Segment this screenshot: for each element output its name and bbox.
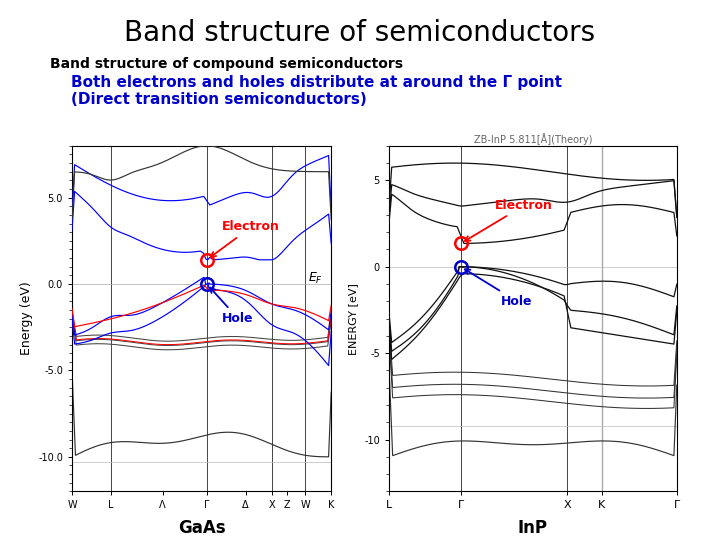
X-axis label: GaAs: GaAs — [178, 519, 225, 537]
Text: Electron: Electron — [465, 199, 553, 241]
Y-axis label: Energy (eV): Energy (eV) — [19, 282, 32, 355]
Title: ZB-InP 5.811[Å](Theory): ZB-InP 5.811[Å](Theory) — [474, 133, 592, 145]
X-axis label: InP: InP — [518, 519, 548, 537]
Text: (Direct transition semiconductors): (Direct transition semiconductors) — [50, 92, 367, 107]
Y-axis label: ENERGY [eV]: ENERGY [eV] — [348, 282, 359, 355]
Text: Electron: Electron — [211, 220, 280, 257]
Text: Both electrons and holes distribute at around the Γ point: Both electrons and holes distribute at a… — [50, 75, 562, 90]
Text: Hole: Hole — [465, 269, 533, 308]
Text: Band structure of semiconductors: Band structure of semiconductors — [125, 19, 595, 47]
Text: Hole: Hole — [210, 288, 254, 325]
Text: $E_F$: $E_F$ — [308, 271, 323, 286]
Text: Band structure of compound semiconductors: Band structure of compound semiconductor… — [50, 57, 403, 71]
